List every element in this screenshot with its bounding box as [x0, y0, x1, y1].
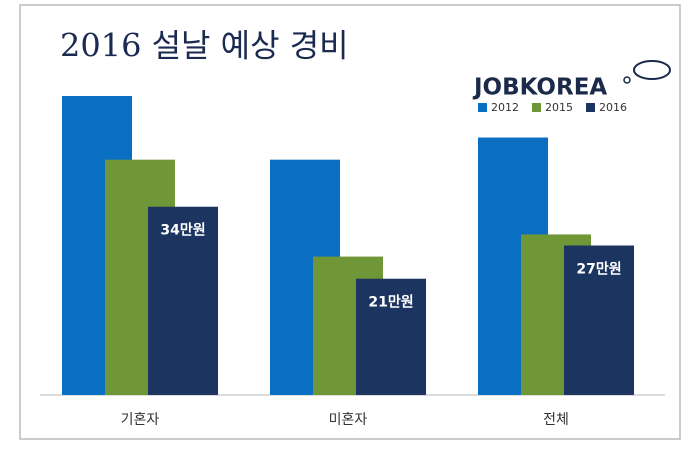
legend-swatch — [586, 103, 595, 112]
logo-mark — [633, 60, 671, 80]
value-label: 34만원 — [160, 223, 205, 239]
value-label: 27만원 — [576, 262, 621, 278]
bar — [564, 245, 634, 395]
bar — [356, 278, 426, 395]
legend-swatch — [532, 103, 541, 112]
legend-label: 2016 — [599, 101, 627, 114]
brand-logo: JOBKOREA — [472, 75, 607, 101]
value-label: 21만원 — [368, 295, 413, 311]
x-tick-label: 미혼자 — [329, 412, 368, 428]
legend-label: 2015 — [545, 101, 573, 114]
chart-title: 2016 설날 예상 경비 — [60, 27, 349, 65]
x-tick-label: 기혼자 — [121, 412, 160, 428]
legend-label: 2012 — [491, 101, 519, 114]
x-tick-label: 전체 — [543, 412, 569, 428]
logo-dot — [623, 76, 631, 84]
bar — [148, 206, 218, 395]
legend-swatch — [478, 103, 487, 112]
